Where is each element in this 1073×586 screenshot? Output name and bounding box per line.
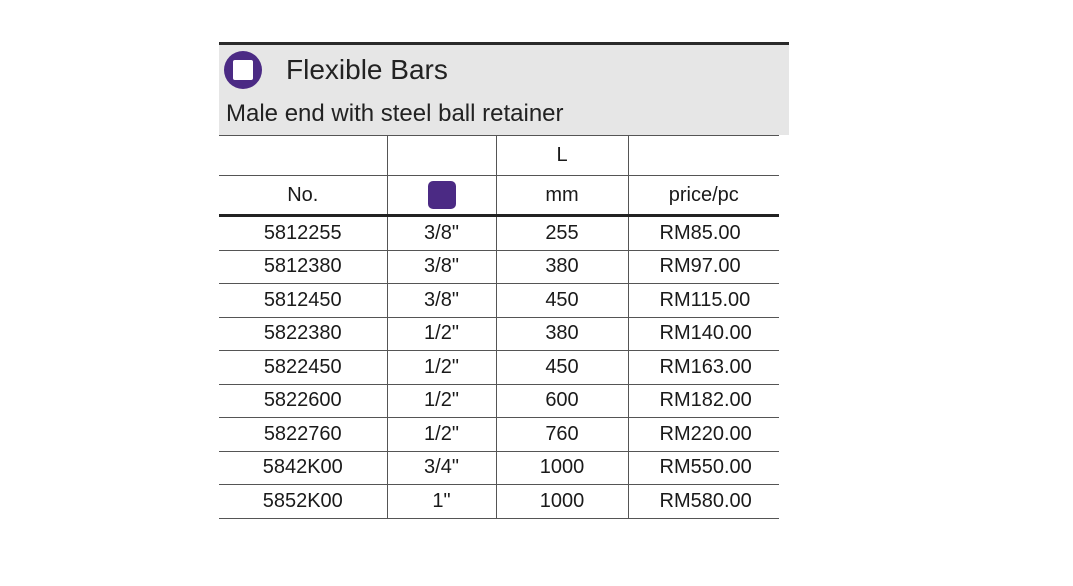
header-length-unit: mm — [495, 175, 628, 217]
item-number-cell: 5822380 — [219, 317, 387, 351]
table-row: 5822600 1/2" 600 RM182.00 — [219, 384, 779, 418]
table-row: 5822380 1/2" 380 RM140.00 — [219, 317, 779, 351]
header-drive — [386, 175, 496, 217]
product-subtitle: Male end with steel ball retainer — [226, 100, 564, 127]
square-drive-icon — [427, 181, 456, 209]
drive-size-cell: 3/8" — [386, 283, 496, 318]
price-cell: RM220.00 — [627, 417, 779, 452]
header-row-top: L — [219, 135, 779, 176]
drive-size-cell: 1/2" — [386, 317, 496, 351]
header-cell — [386, 135, 496, 176]
price-cell: RM115.00 — [627, 283, 779, 318]
price-cell: RM163.00 — [627, 350, 779, 385]
item-number-cell: 5812380 — [219, 250, 387, 284]
drive-size-cell: 1" — [386, 484, 496, 519]
drive-size-cell: 3/8" — [386, 250, 496, 284]
price-cell: RM182.00 — [627, 384, 779, 418]
drive-size-cell: 1/2" — [386, 350, 496, 385]
item-number-cell: 5842K00 — [219, 451, 387, 485]
drive-size-cell: 1/2" — [386, 417, 496, 452]
header-cell — [627, 135, 779, 176]
length-cell: 255 — [495, 215, 628, 251]
table-row: 5822450 1/2" 450 RM163.00 — [219, 350, 779, 385]
item-number-cell: 5822760 — [219, 417, 387, 452]
table-row: 5812255 3/8" 255 RM85.00 — [219, 215, 779, 251]
drive-size-cell: 3/4" — [386, 451, 496, 485]
drive-size-cell: 3/8" — [386, 215, 496, 251]
table-row: 5822760 1/2" 760 RM220.00 — [219, 417, 779, 452]
length-cell: 1000 — [495, 484, 628, 519]
table-row: 5812380 3/8" 380 RM97.00 — [219, 250, 779, 284]
header-row-bottom: No. mm price/pc — [219, 175, 779, 217]
length-cell: 760 — [495, 417, 628, 452]
item-number-cell: 5822450 — [219, 350, 387, 385]
product-header: Flexible Bars Male end with steel ball r… — [219, 42, 789, 135]
length-cell: 380 — [495, 317, 628, 351]
length-cell: 600 — [495, 384, 628, 418]
item-number-cell: 5812255 — [219, 215, 387, 251]
square-drive-badge-icon — [224, 51, 262, 89]
table-row: 5842K00 3/4" 1000 RM550.00 — [219, 451, 779, 485]
product-title: Flexible Bars — [286, 54, 448, 85]
length-cell: 450 — [495, 350, 628, 385]
price-cell: RM85.00 — [627, 215, 779, 251]
header-length-label: L — [495, 135, 628, 176]
price-cell: RM140.00 — [627, 317, 779, 351]
length-cell: 450 — [495, 283, 628, 318]
price-cell: RM550.00 — [627, 451, 779, 485]
item-number-cell: 5852K00 — [219, 484, 387, 519]
table-row: 5852K00 1" 1000 RM580.00 — [219, 484, 779, 519]
price-cell: RM97.00 — [627, 250, 779, 284]
table-row: 5812450 3/8" 450 RM115.00 — [219, 283, 779, 318]
item-number-cell: 5822600 — [219, 384, 387, 418]
length-cell: 380 — [495, 250, 628, 284]
product-sheet: Flexible Bars Male end with steel ball r… — [219, 42, 789, 519]
price-cell: RM580.00 — [627, 484, 779, 519]
price-table: L No. mm price/pc 5812255 3/8" 255 RM85.00 5… — [219, 135, 779, 519]
drive-size-cell: 1/2" — [386, 384, 496, 418]
item-number-cell: 5812450 — [219, 283, 387, 318]
header-price: price/pc — [627, 175, 779, 217]
header-cell — [219, 135, 387, 176]
header-no: No. — [219, 175, 387, 217]
length-cell: 1000 — [495, 451, 628, 485]
